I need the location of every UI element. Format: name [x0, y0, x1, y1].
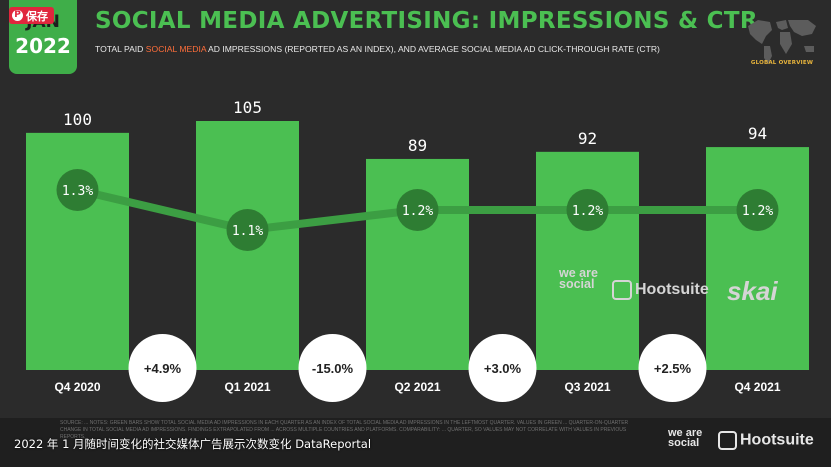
hootsuite-label: Hootsuite [635, 281, 709, 299]
category-label: Q2 2021 [394, 380, 440, 394]
page-title: SOCIAL MEDIA ADVERTISING: IMPRESSIONS & … [95, 8, 758, 34]
change-label: +3.0% [484, 361, 522, 376]
owl-footer-icon [718, 431, 737, 450]
change-label: -15.0% [312, 361, 354, 376]
bar-value-label: 89 [408, 136, 427, 155]
owl-icon [612, 280, 632, 300]
hootsuite-footer-logo: Hootsuite [718, 431, 814, 450]
subtitle-post: AD IMPRESSIONS (REPORTED AS AN INDEX), A… [206, 44, 660, 54]
ctr-point [56, 169, 99, 211]
ctr-label: 1.2% [572, 204, 603, 219]
ctr-point [396, 189, 439, 231]
category-label: Q1 2021 [224, 380, 270, 394]
ctr-label: 1.2% [402, 204, 433, 219]
ctr-point [566, 189, 609, 231]
hootsuite-logo: Hootsuite [612, 280, 709, 300]
change-badge [128, 334, 197, 402]
subtitle-highlight: SOCIAL MEDIA [145, 44, 207, 54]
category-label: Q4 2020 [54, 380, 100, 394]
bar-value-label: 105 [233, 98, 262, 117]
pinterest-icon: P [12, 10, 23, 21]
change-badge [638, 334, 707, 402]
ctr-label: 1.1% [232, 224, 263, 239]
change-badge [298, 334, 367, 402]
bar [536, 151, 639, 370]
footer-notes: SOURCE: ... NOTES: GREEN BARS SHOW TOTAL… [60, 420, 629, 440]
bar-value-label: 100 [63, 110, 92, 129]
subtitle-pre: TOTAL PAID [95, 44, 146, 54]
bar-value-label: 94 [748, 124, 767, 143]
bar [26, 132, 129, 370]
footer-strip [0, 418, 831, 467]
change-badge [468, 334, 537, 402]
date-year: 2022 [15, 34, 71, 58]
change-label: +4.9% [144, 361, 182, 376]
globe-label: GLOBAL OVERVIEW [750, 60, 814, 66]
ctr-point [226, 209, 269, 251]
hootsuite-footer-label: Hootsuite [740, 431, 814, 449]
save-button[interactable]: P 保存 [9, 7, 54, 24]
we-are-social-logo: we are social [559, 266, 598, 291]
ctr-point [736, 189, 779, 231]
we-are-social-footer-logo: we are social [668, 427, 703, 449]
image-caption: 2022 年 1 月随时间变化的社交媒体广告展示次数变化 DataReporta… [14, 437, 372, 451]
skai-logo: skai [727, 276, 778, 306]
page-subtitle: TOTAL PAID SOCIAL MEDIA AD IMPRESSIONS (… [95, 44, 660, 54]
category-label: Q3 2021 [564, 380, 610, 394]
world-map-icon [748, 20, 816, 64]
change-label: +2.5% [654, 361, 692, 376]
bar [706, 147, 809, 370]
ctr-label: 1.2% [742, 204, 773, 219]
category-label: Q4 2021 [734, 380, 780, 394]
ctr-label: 1.3% [62, 184, 93, 199]
bar-value-label: 92 [578, 129, 597, 148]
save-label: 保存 [26, 9, 48, 23]
